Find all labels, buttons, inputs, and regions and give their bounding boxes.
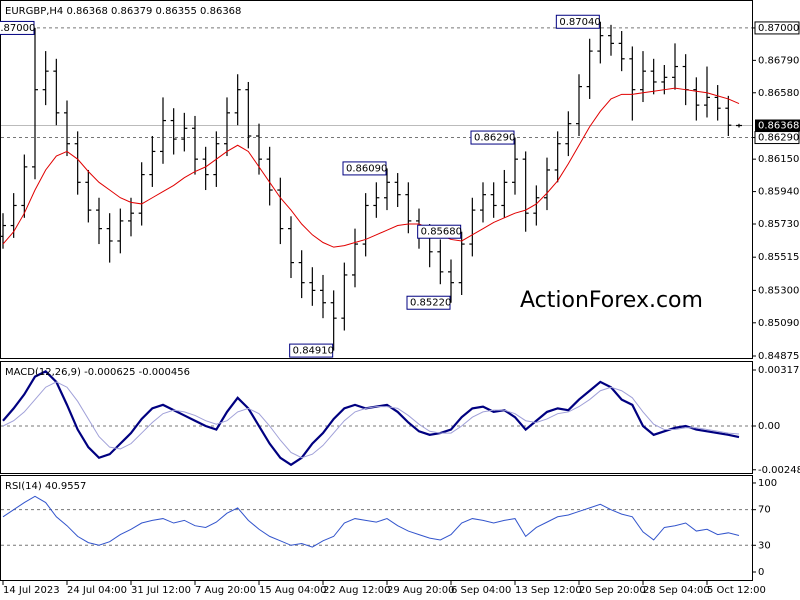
- moving-average-line: [2, 87, 740, 248]
- price-annotation-box: [417, 224, 462, 239]
- last-price-box: [755, 119, 800, 132]
- y-tick-label: 0.86290: [758, 133, 799, 144]
- y-tick-label: 0: [758, 567, 764, 578]
- price-annotation-label: 0.87040: [559, 17, 600, 28]
- x-tick-label: 15 Aug 04:00: [259, 585, 326, 596]
- y-tick-label: 0.00: [758, 421, 780, 432]
- y-tick-label: 0.85940: [758, 187, 799, 198]
- panel-frame: [0, 475, 753, 581]
- price-annotation-label: 0.84910: [293, 346, 334, 357]
- y-tick-label: 0.86150: [758, 154, 799, 165]
- y-tick-label: 0.85300: [758, 285, 799, 296]
- price-annotation-label: 0.87000: [0, 23, 35, 34]
- y-tick-label: 0.86790: [758, 55, 799, 66]
- price-annotation-box: [0, 20, 35, 35]
- x-tick-label: 29 Aug 20:00: [387, 585, 454, 596]
- panel-title: RSI(14) 40.9557: [5, 481, 86, 492]
- y-tick-label: 0.85730: [758, 219, 799, 230]
- price-annotation-label: 0.85220: [410, 298, 451, 309]
- price-annotation-box: [289, 343, 334, 358]
- x-tick-label: 28 Sep 04:00: [643, 585, 710, 596]
- price-annotation-label: 0.86090: [346, 163, 387, 174]
- price-annotation-box: [555, 14, 600, 29]
- price-annotation-box: [470, 130, 515, 145]
- x-tick-label: 13 Sep 12:00: [515, 585, 582, 596]
- indicator-line: [2, 381, 740, 459]
- y-tick-label: 30: [758, 540, 771, 551]
- y-tick-label: 0.84875: [758, 351, 799, 362]
- x-tick-label: 22 Aug 12:00: [323, 585, 390, 596]
- panel-title: MACD(12,26,9) -0.000625 -0.000456: [5, 367, 190, 378]
- y-tick-label: 0.87000: [758, 23, 799, 34]
- last-price-label: 0.86368: [758, 121, 799, 132]
- y-tick-label: 100: [758, 478, 777, 489]
- level-label-box: [754, 131, 800, 145]
- x-tick-label: 6 Sep 04:00: [451, 585, 511, 596]
- y-tick-label: 0.85515: [758, 252, 799, 263]
- price-annotation-box: [406, 295, 451, 310]
- x-tick-label: 20 Sep 20:00: [579, 585, 646, 596]
- price-annotation-label: 0.86290: [474, 133, 515, 144]
- y-tick-label: 70: [758, 505, 771, 516]
- x-tick-label: 31 Jul 12:00: [131, 585, 191, 596]
- watermark: ActionForex.com: [520, 288, 703, 313]
- y-tick-label: -0.002482: [758, 465, 800, 476]
- level-label-box: [754, 21, 800, 35]
- x-tick-label: 5 Oct 12:00: [707, 585, 766, 596]
- price-annotation-box: [342, 161, 387, 176]
- panel-title: EURGBP,H4 0.86368 0.86379 0.86355 0.8636…: [5, 6, 241, 17]
- panel-frame: [0, 0, 753, 359]
- y-tick-label: 0.86580: [758, 88, 799, 99]
- x-tick-label: 24 Jul 04:00: [67, 585, 127, 596]
- x-tick-label: 14 Jul 2023: [3, 585, 60, 596]
- y-tick-label: 0.003177: [758, 365, 800, 376]
- indicator-line: [2, 495, 740, 548]
- y-tick-label: 0.85090: [758, 318, 799, 329]
- x-tick-label: 7 Aug 20:00: [195, 585, 256, 596]
- panel-frame: [0, 361, 753, 474]
- price-annotation-label: 0.85680: [421, 227, 462, 238]
